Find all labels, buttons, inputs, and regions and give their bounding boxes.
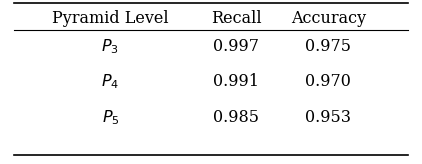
- Text: Recall: Recall: [211, 10, 262, 27]
- Text: 0.953: 0.953: [306, 109, 352, 126]
- Text: $P_4$: $P_4$: [101, 73, 119, 91]
- Text: 0.975: 0.975: [306, 38, 352, 55]
- Text: 0.997: 0.997: [213, 38, 259, 55]
- Text: 0.991: 0.991: [213, 73, 259, 91]
- Text: 0.985: 0.985: [213, 109, 259, 126]
- Text: Pyramid Level: Pyramid Level: [52, 10, 169, 27]
- Text: 0.970: 0.970: [306, 73, 352, 91]
- Text: Accuracy: Accuracy: [291, 10, 366, 27]
- Text: $P_5$: $P_5$: [102, 108, 119, 127]
- Text: $P_3$: $P_3$: [102, 37, 119, 56]
